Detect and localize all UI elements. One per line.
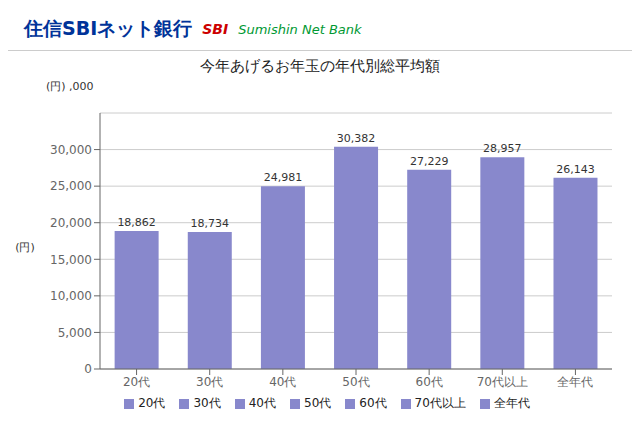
svg-text:24,981: 24,981 <box>264 171 303 184</box>
svg-text:10,000: 10,000 <box>50 289 92 303</box>
svg-text:25,000: 25,000 <box>50 179 92 193</box>
html-text:Sumishin Net Bank: Sumishin Net Bank <box>238 21 362 37</box>
svg-text:18,734: 18,734 <box>191 217 230 230</box>
html-text:今年あげるお年玉の年代別総平均額: 今年あげるお年玉の年代別総平均額 <box>200 57 440 75</box>
html-text:30代: 30代 <box>193 396 221 410</box>
html-text:全年代: 全年代 <box>493 396 530 410</box>
html-text:(円) ,000: (円) ,000 <box>46 80 94 93</box>
svg-text:70代以上: 70代以上 <box>477 375 528 389</box>
svg-text:27,229: 27,229 <box>410 155 449 168</box>
html-text:50代: 50代 <box>304 396 332 410</box>
svg-text:20代: 20代 <box>123 375 150 389</box>
html-text:SBI: SBI <box>202 21 229 37</box>
svg-text:26,143: 26,143 <box>556 163 595 176</box>
svg-text:60代: 60代 <box>416 375 443 389</box>
html-text:60代: 60代 <box>359 396 387 410</box>
svg-text:30,382: 30,382 <box>337 132 376 145</box>
svg-text:30,000: 30,000 <box>50 143 92 157</box>
html-text:住信SBIネット銀行: 住信SBIネット銀行 <box>24 17 193 39</box>
svg-text:50代: 50代 <box>342 375 369 389</box>
html-text:(円): (円) <box>15 241 35 254</box>
svg-text:15,000: 15,000 <box>50 253 92 267</box>
html-text:70代以上: 70代以上 <box>414 396 466 410</box>
html-text:40代: 40代 <box>248 396 276 410</box>
html-text:20代: 20代 <box>138 396 166 410</box>
svg-text:20,000: 20,000 <box>50 216 92 230</box>
svg-text:0: 0 <box>84 362 92 376</box>
svg-text:全年代: 全年代 <box>557 375 593 389</box>
svg-text:28,957: 28,957 <box>483 142 522 155</box>
svg-text:18,862: 18,862 <box>117 216 156 229</box>
svg-text:40代: 40代 <box>269 375 296 389</box>
svg-text:30代: 30代 <box>196 375 223 389</box>
svg-text:5,000: 5,000 <box>58 326 92 340</box>
